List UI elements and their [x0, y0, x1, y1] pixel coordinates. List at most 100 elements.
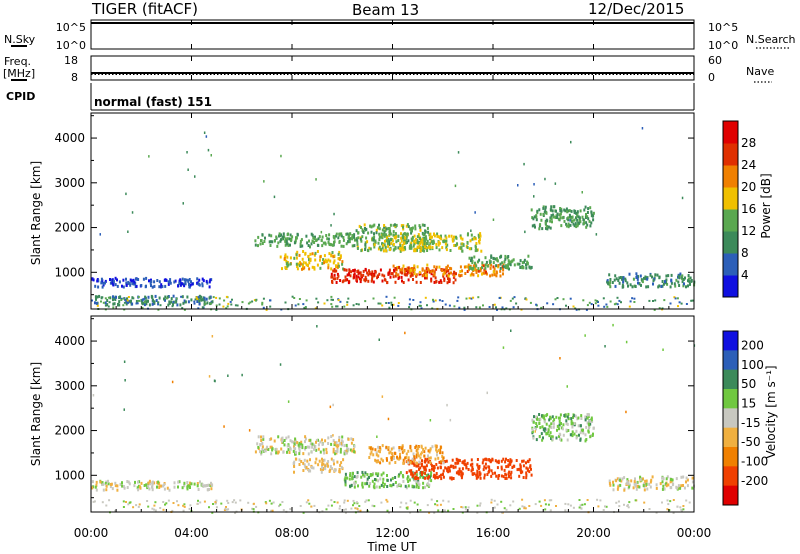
range-gate-cell: [371, 479, 374, 483]
range-gate-cell: [163, 483, 166, 487]
range-gate-cell: [182, 301, 185, 305]
range-gate-cell: [330, 435, 333, 438]
range-gate-cell: [543, 210, 546, 214]
range-gate-cell: [422, 486, 425, 490]
freq-label: Freq.: [4, 55, 31, 68]
range-gate-cell: [639, 274, 642, 278]
range-gate-cell: [378, 338, 380, 341]
range-gate-cell: [688, 501, 691, 504]
range-gate-cell: [424, 458, 427, 462]
range-gate-cell: [403, 241, 406, 245]
range-gate-cell: [321, 510, 324, 513]
range-gate-cell: [295, 256, 298, 260]
range-gate-cell: [201, 284, 204, 288]
range-gate-cell: [432, 269, 435, 273]
range-gate-cell: [526, 262, 529, 266]
range-gate-cell: [436, 475, 439, 479]
range-gate-cell: [507, 259, 510, 263]
range-gate-cell: [558, 434, 560, 438]
range-gate-cell: [362, 273, 365, 277]
range-gate-cell: [179, 283, 182, 287]
range-gate-cell: [181, 307, 184, 310]
range-gate-cell: [415, 453, 418, 457]
range-gate-cell: [423, 450, 426, 454]
range-gate-cell: [319, 255, 322, 259]
range-gate-cell: [309, 438, 312, 442]
range-gate-cell: [205, 279, 208, 283]
range-gate-cell: [405, 233, 408, 237]
range-gate-cell: [183, 278, 186, 282]
range-gate-cell: [339, 254, 342, 258]
range-gate-cell: [575, 216, 577, 220]
range-gate-cell: [171, 305, 174, 308]
range-gate-cell: [198, 302, 201, 306]
range-gate-cell: [375, 231, 378, 235]
range-gate-cell: [427, 267, 430, 271]
range-gate-cell: [390, 484, 393, 488]
range-gate-cell: [385, 295, 388, 298]
range-gate-cell: [124, 379, 126, 382]
range-gate-cell: [262, 437, 265, 441]
range-gate-cell: [351, 472, 354, 475]
range-gate-cell: [584, 439, 587, 443]
range-gate-cell: [544, 205, 547, 209]
range-gate-cell: [507, 255, 510, 258]
range-gate-cell: [432, 274, 435, 278]
range-gate-cell: [499, 266, 502, 270]
range-gate-cell: [573, 211, 576, 215]
range-gate-cell: [558, 423, 561, 427]
nsky-tick-top: 10^5: [56, 21, 86, 34]
range-gate-cell: [417, 454, 420, 458]
range-gate-cell: [381, 228, 384, 232]
range-gate-cell: [585, 213, 587, 216]
range-gate-cell: [382, 477, 385, 481]
range-gate-cell: [535, 303, 538, 306]
range-gate-cell: [421, 223, 424, 227]
range-gate-cell: [469, 266, 471, 270]
range-gate-cell: [369, 247, 372, 251]
range-gate-cell: [127, 480, 130, 484]
range-gate-cell: [379, 450, 381, 454]
range-gate-cell: [590, 418, 593, 422]
range-gate-cell: [330, 224, 332, 227]
range-gate-cell: [448, 272, 450, 276]
range-gate-cell: [303, 307, 306, 309]
range-gate-cell: [413, 459, 415, 463]
range-gate-cell: [304, 440, 306, 444]
range-gate-cell: [626, 481, 629, 485]
range-gate-cell: [574, 307, 577, 310]
range-gate-cell: [675, 278, 678, 282]
range-gate-cell: [617, 485, 620, 489]
range-gate-cell: [622, 280, 625, 284]
range-gate-cell: [510, 470, 513, 474]
range-gate-cell: [334, 277, 337, 281]
range-gate-cell: [104, 304, 107, 307]
range-gate-cell: [585, 216, 587, 219]
range-gate-cell: [313, 241, 316, 244]
range-gate-cell: [409, 444, 412, 448]
range-gate-cell: [154, 509, 157, 512]
range-gate-cell: [372, 280, 375, 284]
range-gate-cell: [251, 300, 254, 303]
range-gate-cell: [419, 304, 422, 307]
range-gate-cell: [455, 236, 458, 240]
range-gate-cell: [633, 480, 636, 484]
range-gate-cell: [531, 216, 534, 220]
range-gate-cell: [490, 255, 493, 259]
range-gate-cell: [525, 298, 528, 301]
range-gate-cell: [137, 296, 140, 298]
range-gate-cell: [581, 503, 584, 506]
range-gate-cell: [247, 501, 250, 504]
range-gate-cell: [132, 278, 135, 282]
range-gate-cell: [439, 448, 442, 452]
range-gate-cell: [439, 445, 442, 449]
range-gate-cell: [387, 272, 390, 276]
range-gate-cell: [98, 294, 101, 298]
range-gate-cell: [330, 499, 333, 502]
range-gate-cell: [338, 240, 341, 243]
range-gate-cell: [410, 241, 413, 245]
range-gate-cell: [681, 280, 684, 284]
range-gate-cell: [315, 438, 318, 442]
range-gate-cell: [289, 233, 292, 237]
range-gate-cell: [373, 505, 376, 508]
